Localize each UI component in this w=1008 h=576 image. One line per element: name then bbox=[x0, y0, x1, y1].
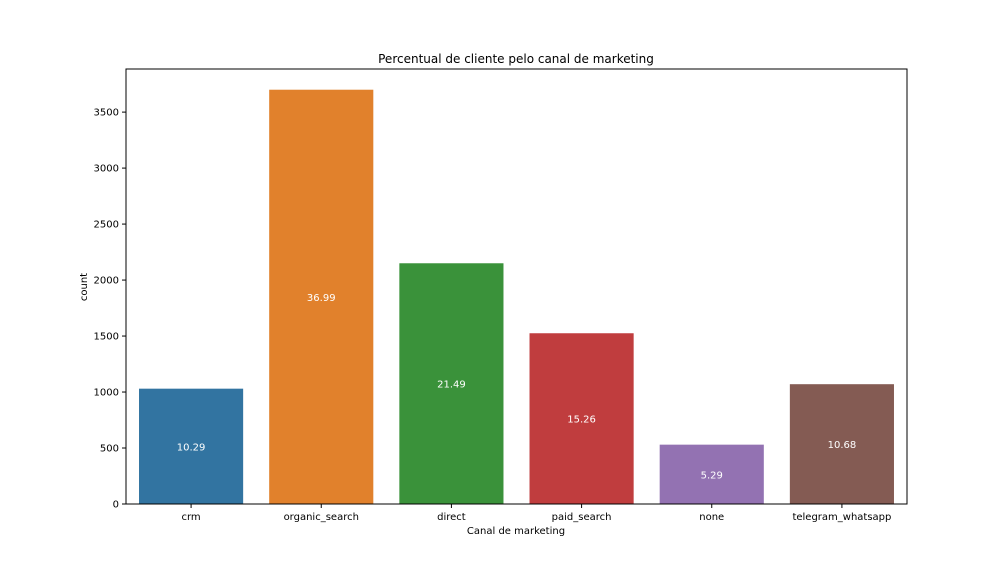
chart-title: Percentual de cliente pelo canal de mark… bbox=[378, 52, 654, 66]
bar-organic_search bbox=[269, 89, 374, 504]
data-label-crm: 10.29 bbox=[177, 442, 206, 453]
y-tick-label-2500: 2500 bbox=[94, 220, 119, 231]
x-axis-label: Canal de marketing bbox=[467, 526, 565, 537]
x-tick-label-crm: crm bbox=[181, 512, 200, 523]
y-axis: 0 500 1000 1500 2000 2500 3000 3500 bbox=[94, 108, 126, 511]
bar-paid_search bbox=[529, 333, 634, 504]
x-tick-label-paid_search: paid_search bbox=[552, 512, 612, 523]
data-label-telegram_whatsapp: 10.68 bbox=[828, 440, 857, 451]
bar-direct bbox=[399, 263, 504, 504]
data-label-direct: 21.49 bbox=[437, 380, 466, 391]
data-label-organic_search: 36.99 bbox=[307, 293, 336, 304]
x-axis: crm organic_search direct paid_search none te… bbox=[181, 504, 891, 523]
y-tick-label-3000: 3000 bbox=[94, 164, 119, 175]
data-label-none: 5.29 bbox=[701, 470, 723, 481]
plot-frame bbox=[125, 68, 908, 505]
data-label-paid_search: 15.26 bbox=[567, 415, 596, 426]
x-tick-label-organic_search: organic_search bbox=[284, 512, 359, 523]
x-tick-label-none: none bbox=[699, 512, 724, 523]
bars-group bbox=[139, 89, 894, 504]
y-tick-label-1500: 1500 bbox=[94, 332, 119, 343]
x-tick-label-telegram_whatsapp: telegram_whatsapp bbox=[792, 512, 891, 523]
y-tick-label-2000: 2000 bbox=[94, 276, 119, 287]
y-tick-label-500: 500 bbox=[100, 444, 119, 455]
bar-crm bbox=[139, 388, 244, 504]
bar-telegram_whatsapp bbox=[789, 384, 894, 504]
bar-none bbox=[659, 444, 764, 504]
data-labels-group: 10.29 36.99 21.49 15.26 5.29 10.68 bbox=[177, 293, 856, 481]
y-tick-label-1000: 1000 bbox=[94, 388, 119, 399]
y-axis-label: count bbox=[79, 273, 90, 301]
y-tick-label-3500: 3500 bbox=[94, 108, 119, 119]
x-tick-label-direct: direct bbox=[437, 512, 466, 523]
y-tick-label-0: 0 bbox=[113, 500, 119, 511]
